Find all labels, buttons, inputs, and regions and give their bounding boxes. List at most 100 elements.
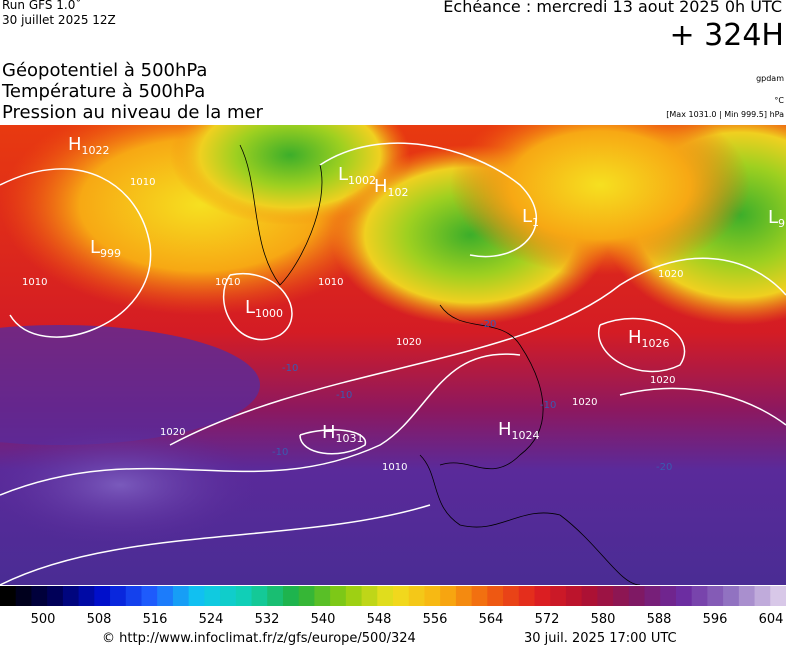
colorbar-label: 564 [479,612,504,627]
lead-time: + 324H [669,18,785,53]
unit: °C [774,96,784,105]
colorbar-label: 580 [591,612,616,627]
color-swatch [110,586,127,606]
color-swatch [534,586,551,606]
color-swatch [691,586,708,606]
colorbar-label: 596 [703,612,728,627]
center-value: 999 [100,247,121,260]
center-value: 1024 [512,429,540,442]
isobars [0,142,786,585]
center-letter: L [245,297,255,318]
isobar-label: 1020 [572,397,597,408]
timestamp: 30 juil. 2025 17:00 UTC [524,631,677,646]
color-swatch [47,586,64,606]
colorbar-label: 572 [535,612,560,627]
pressure-center: H1026 [628,327,670,350]
temperature-label: -10 [540,400,556,411]
colorbar-label: 556 [423,612,448,627]
colorbar-label: 540 [311,612,336,627]
colorbar-label: 548 [367,612,392,627]
center-letter: L [522,206,532,227]
color-swatch [282,586,300,606]
center-value: 9 [778,217,785,230]
color-swatch [424,586,441,606]
color-swatch [31,586,48,606]
center-value: 1022 [82,144,110,157]
colorbar-label: 524 [199,612,224,627]
pressure-center: L999 [90,237,121,260]
color-swatch [393,586,410,606]
color-swatch [455,586,473,606]
isobar-label: 1010 [382,462,407,473]
color-swatch [330,586,347,606]
unit: gpdam [756,74,784,83]
color-swatch [723,586,740,606]
isobar-label: 1010 [318,277,343,288]
center-value: 102 [388,186,409,199]
colorbar-label: 588 [647,612,672,627]
pressure-center: H102 [374,176,409,199]
isobar-label: 1020 [160,427,185,438]
pressure-center: L1000 [245,297,283,320]
pressure-center: H1024 [498,419,540,442]
color-swatch [0,586,17,606]
color-swatch [15,586,32,606]
center-letter: H [628,327,642,348]
isobar-label: 1020 [658,269,683,280]
region [450,125,750,275]
temperature-label: -20 [480,319,496,330]
pressure-center: H1022 [68,134,110,157]
center-value: 1 [532,216,539,229]
center-letter: H [498,419,512,440]
coastlines [239,144,641,585]
pressure-center: H1031 [322,422,364,445]
color-swatch [581,586,598,606]
field: Géopotentiel à 500hPa [2,60,208,81]
color-swatch [613,586,630,606]
isobar-label: 1020 [650,375,675,386]
center-letter: H [374,176,388,197]
color-swatch [660,586,677,606]
colorbar-label: 500 [31,612,56,627]
color-swatch [62,586,80,606]
center-value: 1002 [348,174,376,187]
colorbar-label: 604 [759,612,784,627]
field: Pression au niveau de la mer [2,102,263,123]
pressure-center: L9 [768,207,785,230]
color-swatch [471,586,488,606]
pressure-center: L1 [522,206,539,229]
color-swatch [644,586,661,606]
colorbar-label: 532 [255,612,280,627]
field: Température à 500hPa [2,81,206,102]
source: © http://www.infoclimat.fr/z/gfs/europe/… [102,631,416,646]
color-swatch [157,586,174,606]
color-swatch [707,586,724,606]
isobar-label: 1010 [130,177,155,188]
color-swatch [125,586,142,606]
unit: [Max 1031.0 | Min 999.5] hPa [666,110,784,119]
color-swatch [487,586,504,606]
colorbar-label: 508 [87,612,112,627]
center-value: 1000 [255,307,283,320]
color-swatch [204,586,221,606]
color-swatch [345,586,363,606]
center-letter: L [90,237,100,258]
temperature-label: -10 [336,390,352,401]
run-date: 30 juillet 2025 12Z [2,13,116,27]
isobar-label: 1020 [396,337,421,348]
color-swatch [565,586,583,606]
color-swatch [408,586,425,606]
color-swatch [597,586,614,606]
color-swatch [550,586,567,606]
center-letter: L [768,207,778,228]
color-swatch [141,586,158,606]
color-swatch [675,586,693,606]
center-letter: H [68,134,82,155]
center-value: 1031 [336,432,364,445]
center-letter: H [322,422,336,443]
region [0,325,260,445]
color-swatch [220,586,237,606]
colorbar: 500 508 516 524 532 540 548 556 564 572 580 588 596 6… [0,586,786,627]
